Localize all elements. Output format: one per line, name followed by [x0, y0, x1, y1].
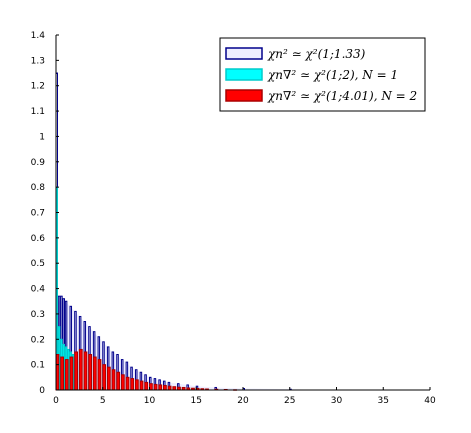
y-tick-label: 0.4 [31, 285, 46, 295]
y-tick-label: 0.7 [31, 209, 45, 219]
series-2-bar [130, 378, 135, 391]
legend-swatch [225, 89, 263, 102]
y-tick-label: 0.1 [31, 361, 45, 371]
series-2-bar [97, 359, 102, 391]
y-tick-label: 1.3 [31, 56, 45, 66]
series-2-bar [120, 374, 125, 391]
series-2-bar [102, 364, 107, 391]
series-2-bar [69, 356, 74, 391]
y-tick-label: 0.6 [31, 234, 46, 244]
series-2-bar [88, 354, 93, 391]
x-ticks: 0 5 10 15 20 25 30 35 40 [53, 387, 436, 406]
series-2-bar [163, 384, 167, 391]
y-tick-label: 1 [39, 132, 45, 142]
y-tick-label: 0 [39, 386, 45, 396]
legend-swatch [225, 47, 263, 60]
series-2-bar [167, 385, 172, 391]
x-tick-label: 25 [284, 396, 295, 406]
y-tick-label: 1.4 [31, 31, 46, 41]
series-2-bar [158, 384, 163, 391]
x-tick-label: 0 [53, 396, 59, 406]
legend: χn² ≃ χ²(1;1.33) χn∇² ≃ χ²(1;2), N = 1 χn∇… [219, 37, 426, 112]
y-tick-label: 0.5 [31, 259, 45, 269]
y-tick-label: 0.8 [31, 183, 46, 193]
x-tick-label: 35 [378, 396, 389, 406]
series-2-bar [74, 351, 79, 391]
x-tick-label: 20 [237, 396, 249, 406]
y-ticks: 0 0.1 0.2 0.3 0.4 0.5 0.6 0.7 0.8 0.9 1 1.1 1.2 1.3 1.… [31, 31, 59, 396]
y-tick-label: 0.3 [31, 310, 45, 320]
x-tick-label: 10 [144, 396, 156, 406]
y-tick-label: 1.2 [31, 82, 45, 92]
legend-label: χn² ≃ χ²(1;1.33) [267, 47, 366, 61]
series-2-bar [139, 380, 144, 391]
series-2-bar [60, 356, 64, 391]
series-2-bar [153, 383, 158, 391]
legend-swatch [225, 68, 263, 81]
y-tick-label: 1.1 [31, 107, 45, 117]
series-2-bar [116, 371, 121, 391]
legend-label: χn∇² ≃ χ²(1;4.01), N = 2 [267, 89, 417, 103]
series-2-bar [106, 366, 111, 391]
x-tick-label: 30 [331, 396, 343, 406]
series-2-bar [92, 356, 97, 391]
series-2-bar [111, 369, 116, 391]
series-2-bar [125, 376, 130, 391]
series-2-bar [83, 351, 88, 391]
x-tick-label: 40 [424, 396, 436, 406]
series-2-bar [134, 379, 139, 391]
series-0-area [56, 301, 332, 390]
series-2-bar [64, 359, 69, 391]
y-tick-label: 0.2 [31, 335, 45, 345]
y-tick-label: 0.9 [31, 158, 46, 168]
legend-label: χn∇² ≃ χ²(1;2), N = 1 [267, 68, 398, 82]
x-tick-label: 5 [100, 396, 106, 406]
x-tick-label: 15 [191, 396, 202, 406]
series-2 [55, 348, 237, 391]
series-2-bar [144, 381, 149, 391]
series-2-bar [78, 348, 83, 391]
